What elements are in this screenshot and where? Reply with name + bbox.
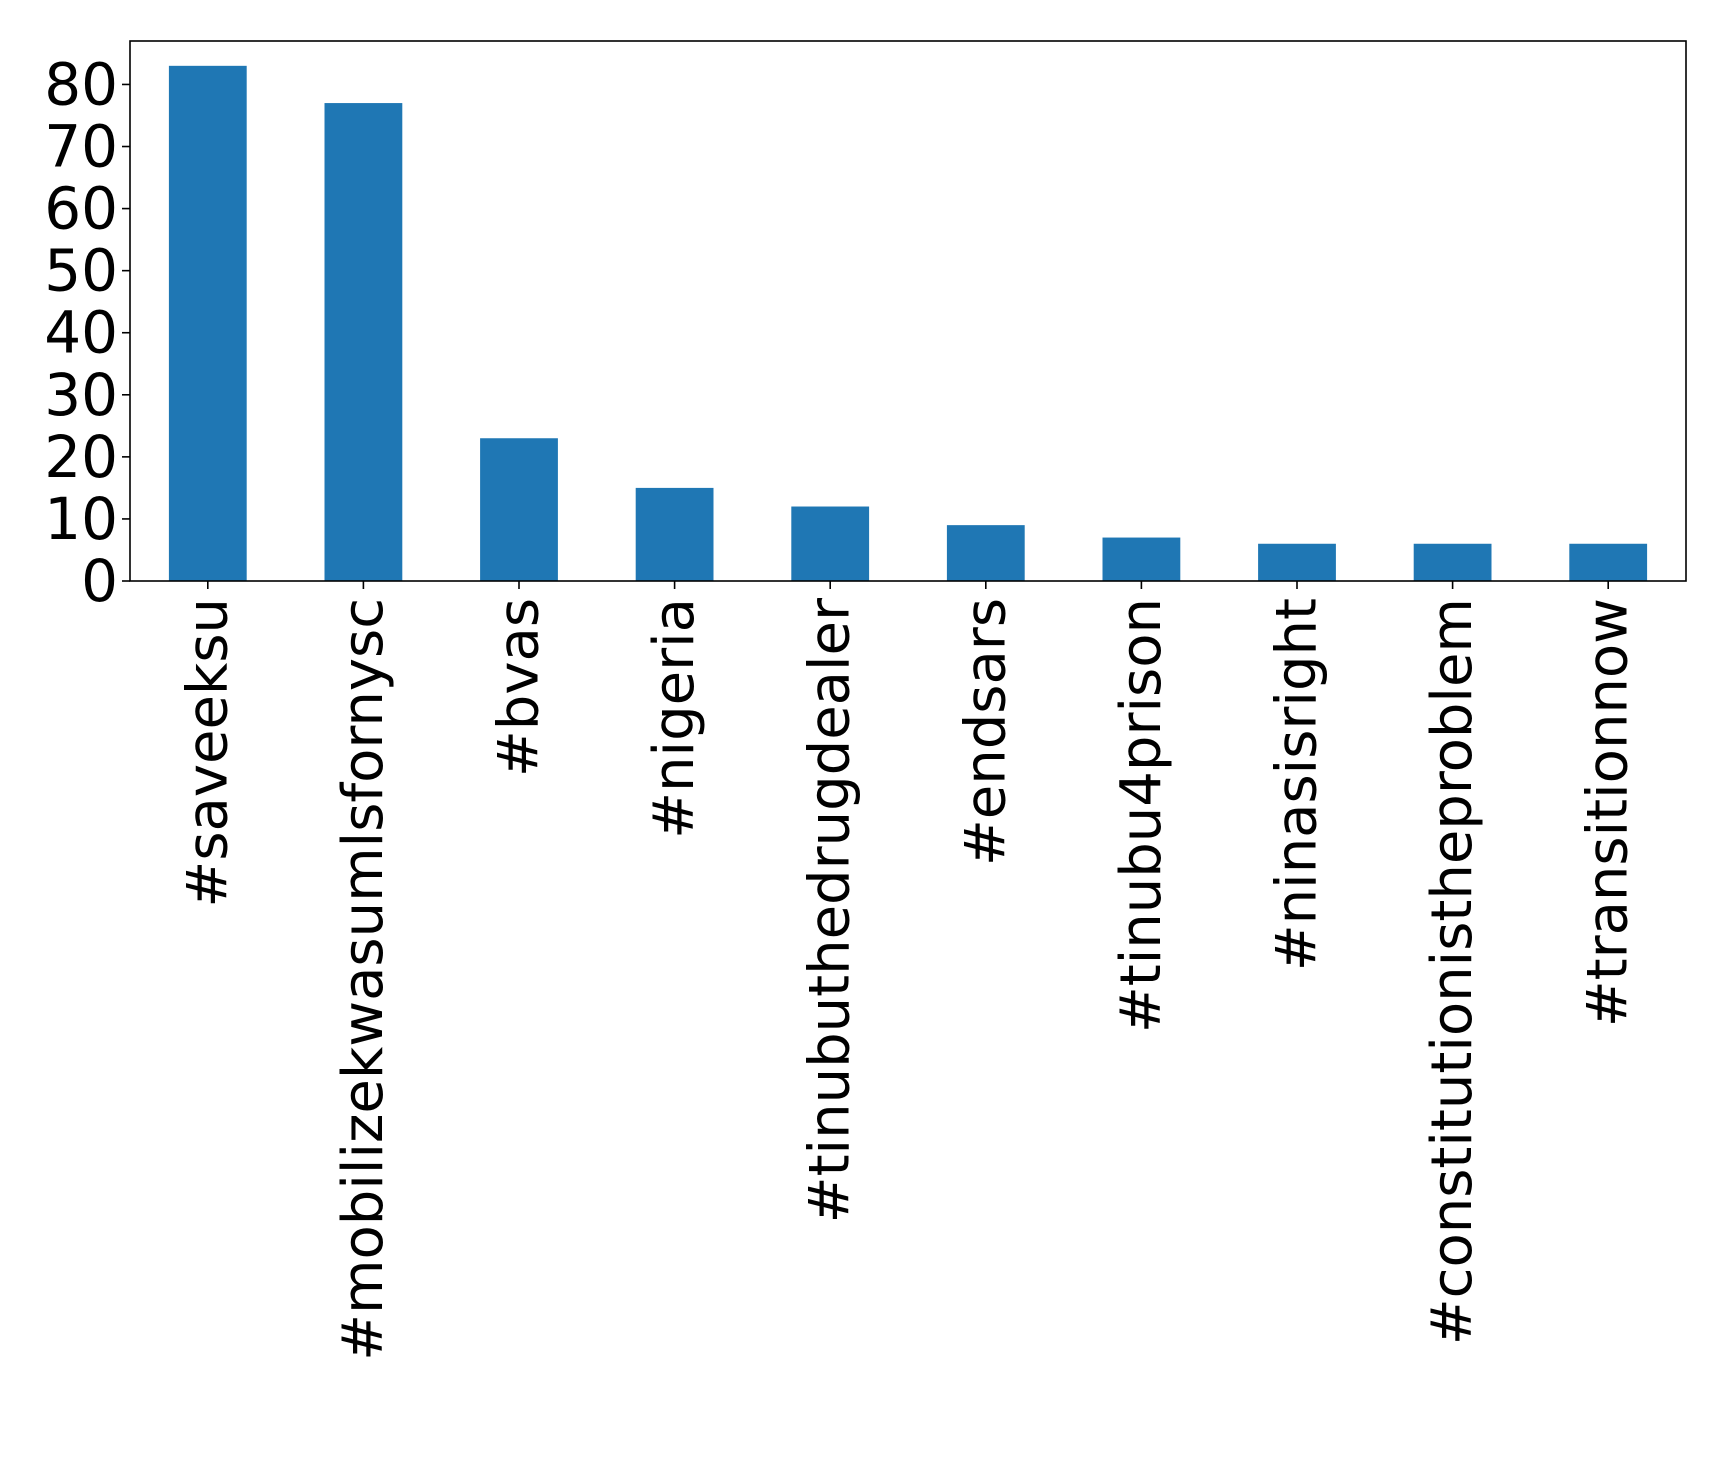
bar-2 [480, 438, 558, 581]
y-tick-label-7: 70 [44, 113, 118, 181]
x-tick-label-7: #ninasisright [1265, 598, 1330, 971]
y-tick-label-1: 10 [44, 485, 118, 553]
y-tick-label-4: 40 [44, 299, 118, 367]
y-tick-label-8: 80 [44, 50, 118, 118]
x-tick-label-9: #transitionnow [1576, 598, 1641, 1027]
x-tick-label-1: #mobilizekwasumlsfornysc [331, 598, 396, 1361]
y-tick-label-6: 60 [44, 175, 118, 243]
y-tick-label-0: 0 [81, 547, 118, 615]
plot-frame [129, 40, 1687, 582]
x-tick-label-4: #tinubuthedrugdealer [798, 597, 863, 1223]
x-tick-label-2: #bvas [487, 598, 552, 777]
y-tick-label-2: 20 [44, 423, 118, 491]
bar-5 [946, 525, 1025, 581]
y-tick-label-3: 30 [44, 361, 118, 429]
bar-7 [1258, 543, 1336, 581]
x-tick-label-0: #saveeksu [175, 598, 240, 908]
bar-8 [1413, 543, 1492, 581]
bar-9 [1569, 543, 1648, 581]
bars-group [168, 65, 1648, 582]
y-tick-label-5: 50 [44, 237, 118, 305]
x-axis: #saveeksu #mobilizekwasumlsfornysc #bvas #n… [175, 581, 1641, 1361]
bar-3 [635, 487, 714, 581]
x-tick-label-6: #tinubu4prison [1109, 598, 1174, 1033]
x-tick-label-8: #constitutionistheproblem [1420, 598, 1485, 1345]
x-tick-label-3: #nigeria [642, 598, 707, 839]
bar-0 [168, 65, 247, 582]
bar-1 [324, 103, 403, 581]
x-tick-label-5: #endsars [953, 598, 1018, 866]
bar-4 [791, 506, 870, 581]
bar-6 [1102, 537, 1181, 581]
